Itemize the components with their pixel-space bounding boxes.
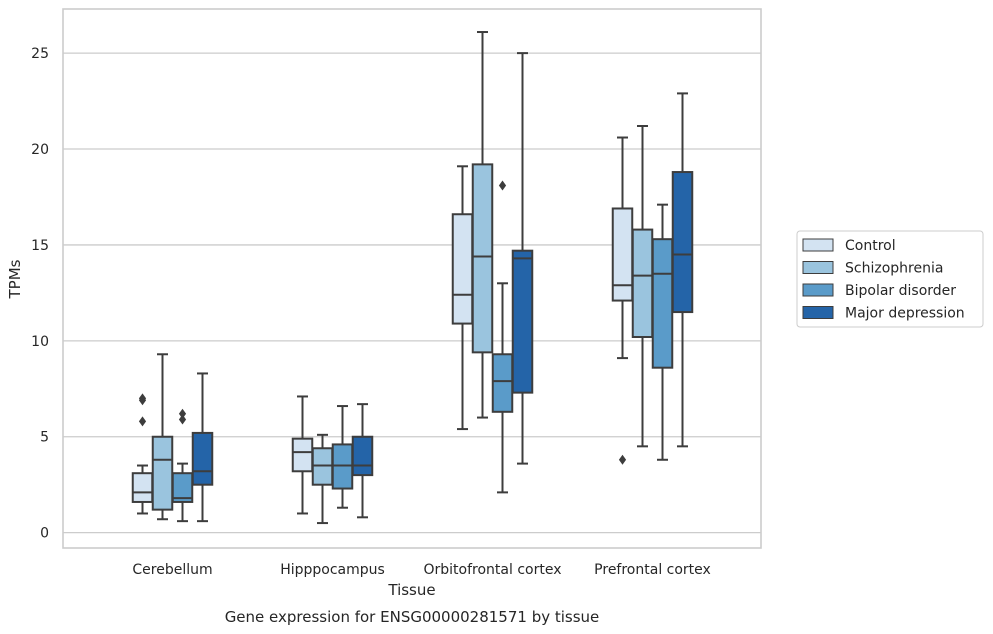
box-iqr <box>171 472 194 503</box>
grid-lines <box>63 52 761 534</box>
x-axis-label: Tissue <box>387 581 435 599</box>
y-tick-label-20: 20 <box>31 142 49 158</box>
x-tick-label-prefrontal-cortex: Prefrontal cortex <box>594 562 711 578</box>
box-schizophrenia-prefrontal-cortex <box>631 125 654 448</box>
box-major-depression-hipppocampus <box>351 403 374 519</box>
box-plot-boxes <box>131 31 694 525</box>
box-iqr <box>611 207 634 302</box>
box-iqr <box>671 171 694 314</box>
box-iqr <box>191 431 214 486</box>
y-tick-label-0: 0 <box>40 526 49 542</box>
legend: Control Schizophrenia Bipolar disorder Majo… <box>796 230 984 328</box>
y-tick-label-5: 5 <box>40 430 49 446</box>
x-tick-label-orbitofrontal-cortex: Orbitofrontal cortex <box>424 562 562 578</box>
box-control-cerebellum <box>131 393 154 515</box>
box-major-depression-prefrontal-cortex <box>671 92 694 448</box>
legend-item-schizophrenia: Schizophrenia <box>802 261 943 277</box>
outlier-point <box>498 180 507 191</box>
box-bipolar-disorder-prefrontal-cortex <box>651 203 674 461</box>
outlier-point <box>138 416 147 427</box>
box-schizophrenia-orbitofrontal-cortex <box>471 31 494 419</box>
box-control-orbitofrontal-cortex <box>451 165 474 431</box>
outlier-point <box>178 414 187 425</box>
box-major-depression-cerebellum <box>191 372 214 523</box>
box-control-prefrontal-cortex <box>611 136 634 465</box>
box-iqr <box>451 213 474 325</box>
box-major-depression-orbitofrontal-cortex <box>511 52 534 465</box>
x-tick-label-cerebellum: Cerebellum <box>132 562 212 578</box>
box-bipolar-disorder-hipppocampus <box>331 405 354 509</box>
x-tick-label-hipppocampus: Hipppocampus <box>280 562 385 578</box>
box-bipolar-disorder-orbitofrontal-cortex <box>491 180 514 494</box>
legend-swatch <box>802 283 834 297</box>
y-tick-label-10: 10 <box>31 334 49 350</box>
legend-swatch <box>802 261 834 274</box>
legend-label: Major depression <box>845 306 965 322</box>
y-tick-label-15: 15 <box>31 238 49 254</box>
legend-frame <box>796 230 984 328</box>
y-axis-label: TPMs <box>6 259 24 299</box>
box-iqr <box>131 472 154 503</box>
legend-label: Bipolar disorder <box>845 283 956 299</box>
outlier-point <box>178 408 187 419</box>
box-iqr <box>291 437 314 473</box>
plot-area-frame <box>62 8 762 549</box>
legend-label: Schizophrenia <box>845 261 943 277</box>
legend-item-major-depression: Major depression <box>802 306 965 322</box>
outlier-point <box>618 454 627 465</box>
outlier-point <box>138 393 147 404</box>
legend-swatch <box>802 306 834 319</box>
box-control-hipppocampus <box>291 395 314 515</box>
box-iqr <box>511 249 534 394</box>
figure-caption: Gene expression for ENSG00000281571 by t… <box>225 608 600 626</box>
box-schizophrenia-cerebellum <box>151 353 174 521</box>
y-axis-ticks: 0 5 10 15 20 25 <box>31 46 49 542</box>
box-iqr <box>351 435 374 477</box>
legend-item-control: Control <box>802 238 896 254</box>
box-iqr <box>151 435 174 511</box>
y-tick-label-25: 25 <box>31 46 49 62</box>
box-schizophrenia-hipppocampus <box>311 433 334 525</box>
legend-label: Control <box>845 238 896 254</box>
box-iqr <box>651 238 674 369</box>
box-iqr <box>631 228 654 339</box>
box-iqr <box>471 163 494 354</box>
box-bipolar-disorder-cerebellum <box>171 408 194 523</box>
box-iqr <box>491 353 514 413</box>
legend-swatch <box>802 238 834 252</box>
legend-item-bipolar-disorder: Bipolar disorder <box>802 283 956 299</box>
x-axis-ticks: Cerebellum Hipppocampus Orbitofrontal cort… <box>132 562 710 578</box>
